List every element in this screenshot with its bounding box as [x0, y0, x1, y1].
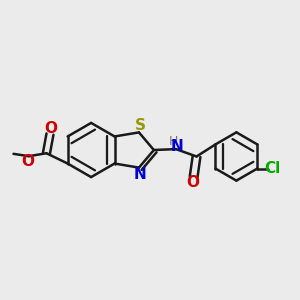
Text: N: N — [171, 139, 184, 154]
Text: O: O — [186, 175, 199, 190]
Text: S: S — [135, 118, 146, 134]
Text: O: O — [44, 121, 57, 136]
Text: H: H — [169, 135, 178, 148]
Text: Cl: Cl — [265, 161, 281, 176]
Text: N: N — [134, 167, 147, 182]
Text: O: O — [22, 154, 35, 169]
